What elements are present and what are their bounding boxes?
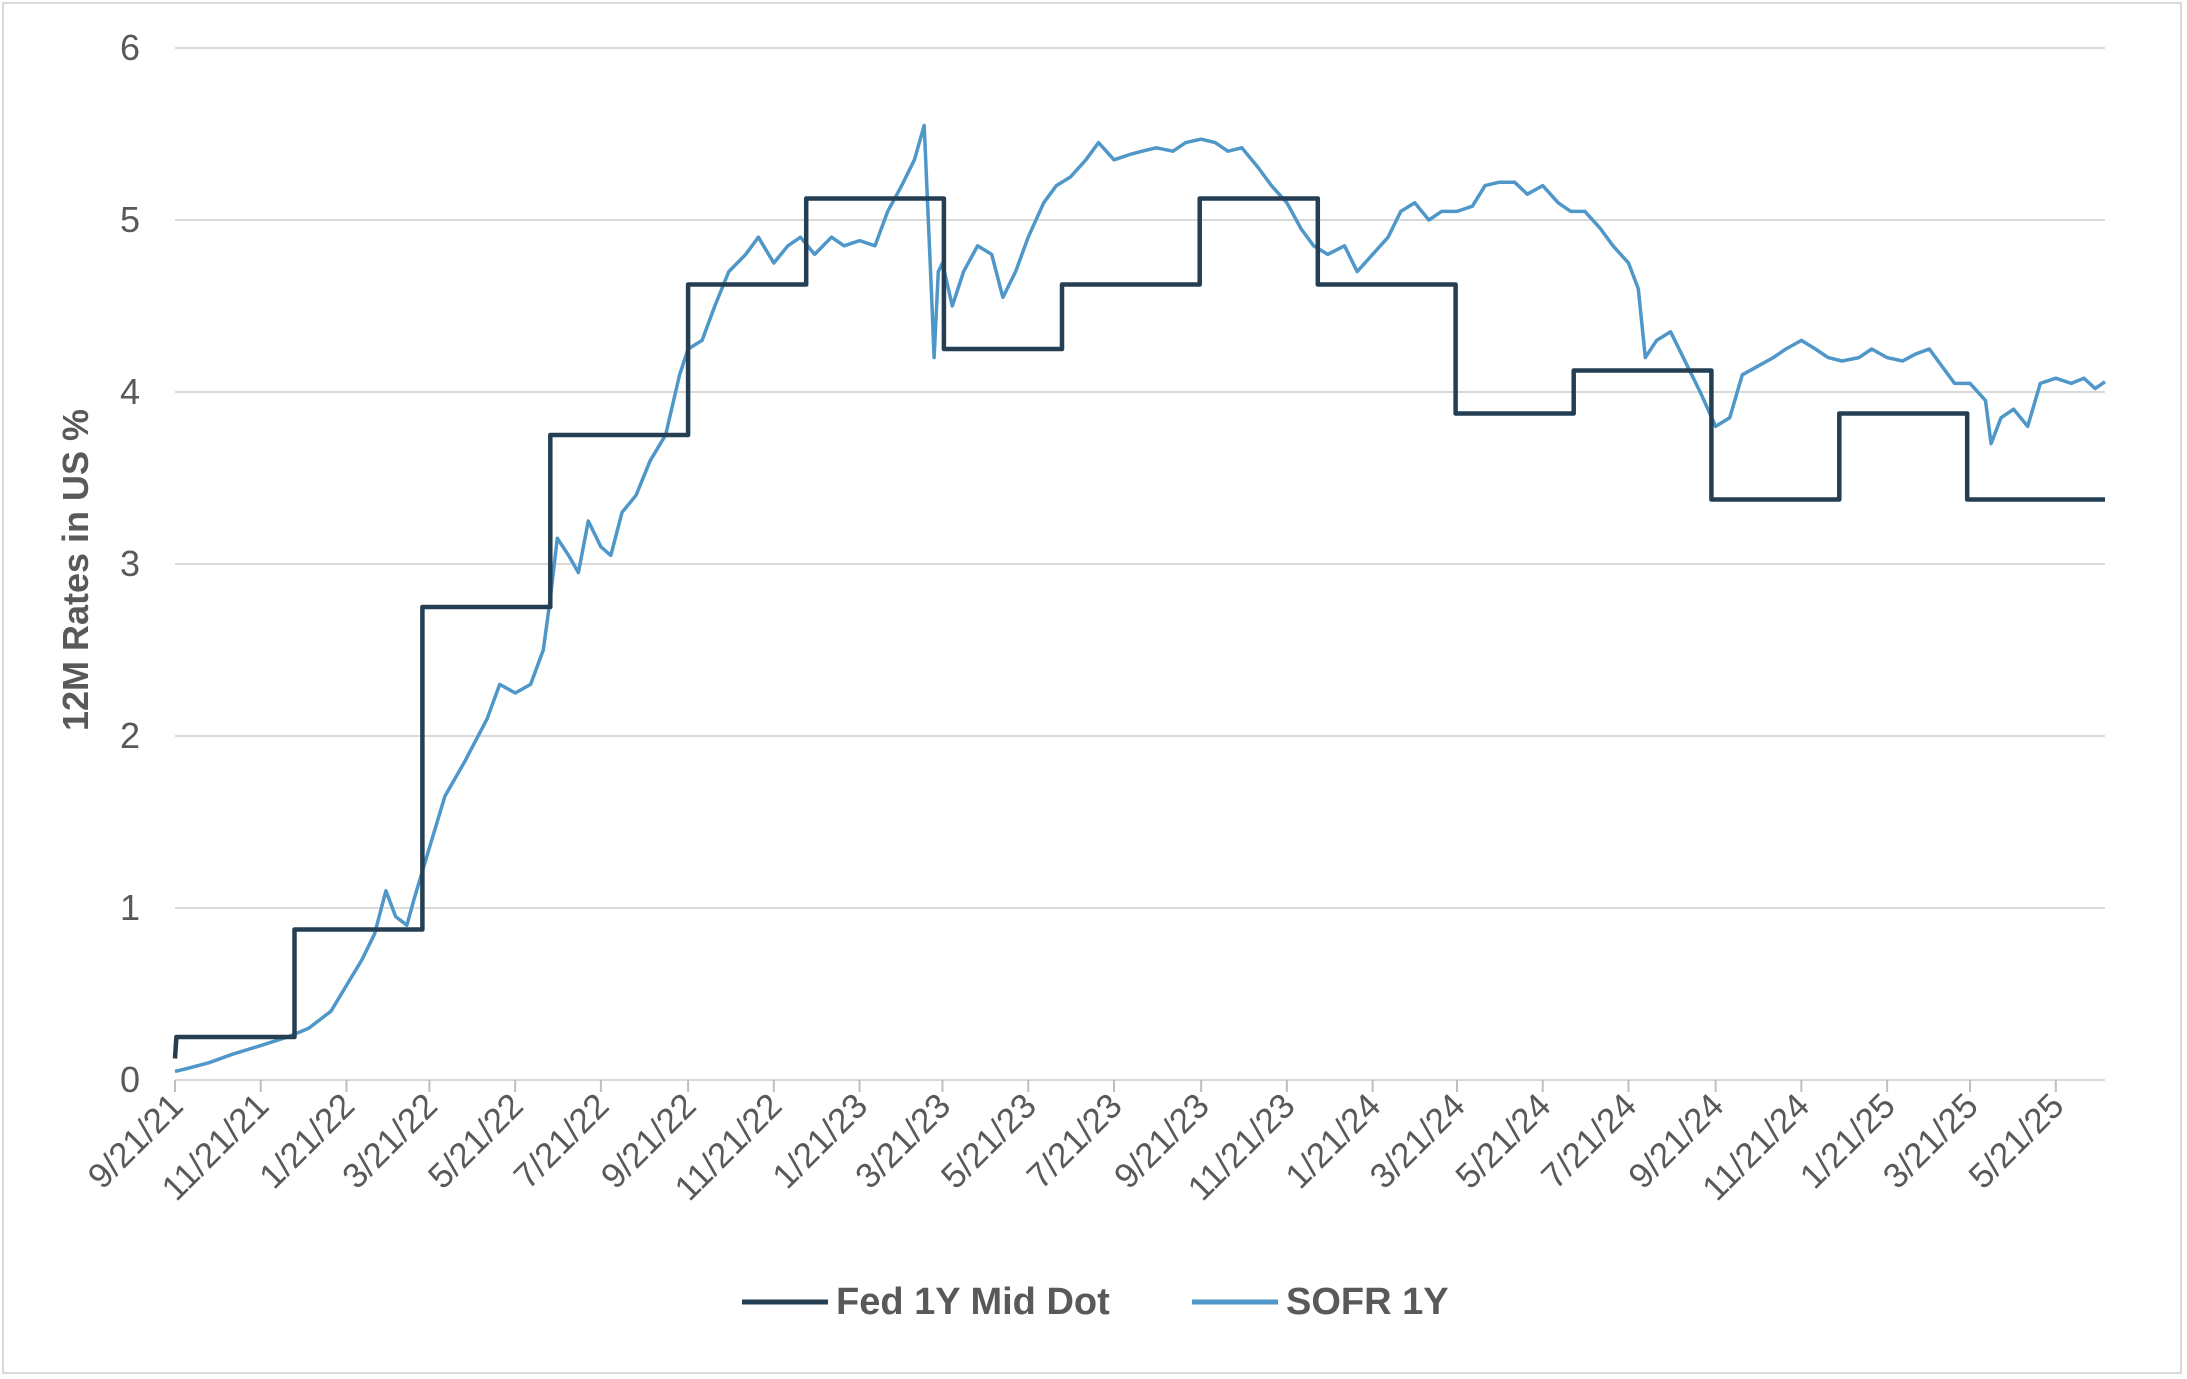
y-tick-label: 0 <box>120 1059 140 1100</box>
x-tick-label: 3/21/24 <box>1362 1086 1472 1196</box>
x-tick-label: 7/21/23 <box>1019 1086 1129 1196</box>
x-tick-label: 5/21/25 <box>1961 1086 2071 1196</box>
x-tick-label: 3/21/22 <box>335 1086 445 1196</box>
x-tick-label: 7/21/24 <box>1534 1086 1644 1196</box>
y-axis-title: 12M Rates in US % <box>55 409 96 731</box>
series-layer <box>172 123 2107 1074</box>
legend-label-fed-1y-mid-dot: Fed 1Y Mid Dot <box>836 1281 1110 1323</box>
x-tick-label: 3/21/25 <box>1876 1086 1986 1196</box>
gridlines <box>175 47 2105 909</box>
x-tick-label: 7/21/22 <box>506 1086 616 1196</box>
x-axis: 9/21/2111/21/211/21/223/21/225/21/227/21… <box>81 1079 2105 1208</box>
y-tick-label: 4 <box>120 371 140 412</box>
legend-label-sofr-1y: SOFR 1Y <box>1286 1281 1449 1323</box>
series-line-fed-1y-mid-dot <box>172 196 2105 1059</box>
y-axis: 0 1 2 3 4 5 6 <box>120 27 140 1100</box>
series-line-sofr-1y <box>174 123 2107 1074</box>
y-tick-label: 5 <box>120 199 140 240</box>
y-tick-label: 3 <box>120 543 140 584</box>
x-tick-label: 3/21/23 <box>848 1086 958 1196</box>
x-tick-label: 5/21/22 <box>421 1086 531 1196</box>
legend: Fed 1Y Mid Dot SOFR 1Y <box>742 1281 1449 1323</box>
x-tick-label: 5/21/23 <box>934 1086 1044 1196</box>
y-tick-label: 1 <box>120 887 140 928</box>
x-tick-label: 5/21/24 <box>1448 1086 1558 1196</box>
y-tick-label: 2 <box>120 715 140 756</box>
x-tick-label: 1/21/24 <box>1278 1086 1388 1196</box>
y-tick-label: 6 <box>120 27 140 68</box>
